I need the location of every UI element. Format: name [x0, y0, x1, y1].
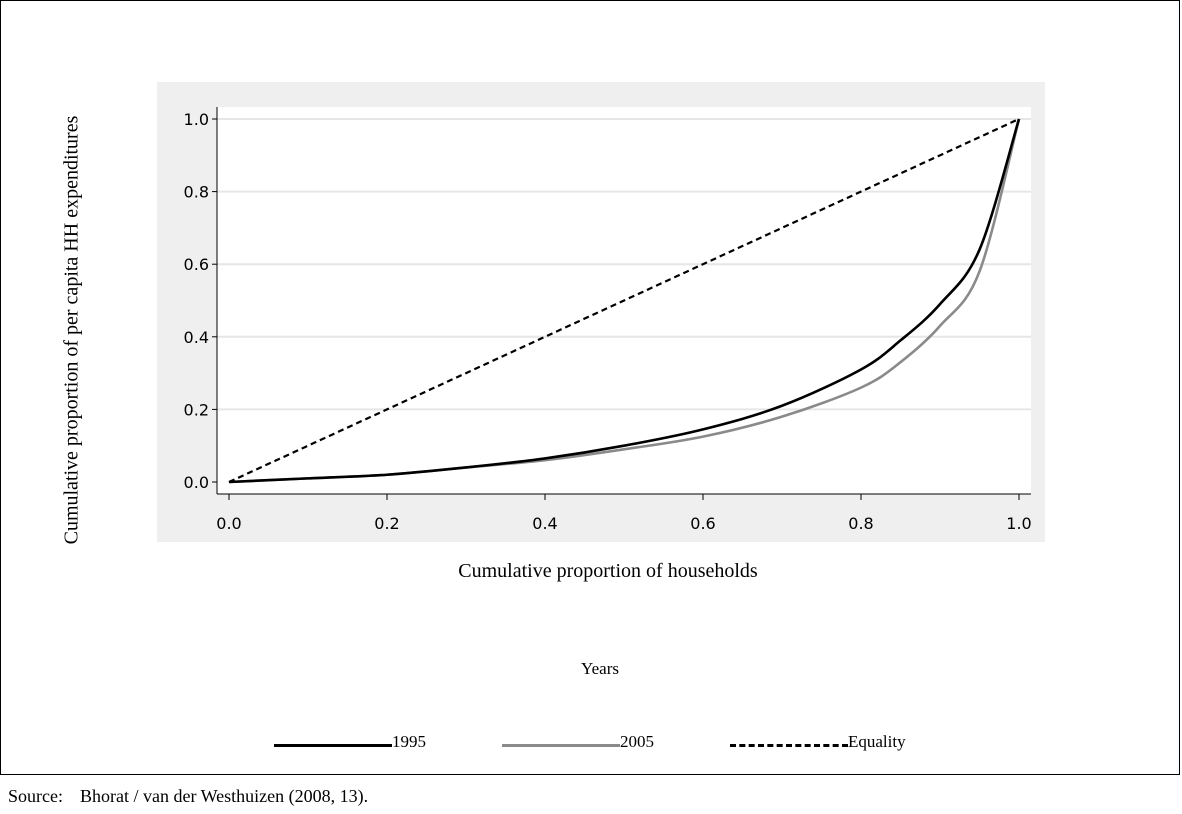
y-axis-label: Cumulative proportion of per capita HH e… — [60, 115, 83, 545]
x-tick-label: 0.2 — [374, 514, 399, 533]
source-note: Source: Bhorat / van der Westhuizen (2008… — [8, 786, 368, 807]
legend-item-equality: Equality — [730, 732, 906, 752]
y-tick-label: 0.6 — [184, 255, 209, 274]
x-tick-label: 0.6 — [690, 514, 715, 533]
source-text: Bhorat / van der Westhuizen (2008, 13). — [80, 786, 369, 806]
x-tick-label: 1.0 — [1006, 514, 1031, 533]
legend-swatch-equality — [730, 744, 848, 747]
legend-title: Years — [581, 659, 619, 678]
x-tick-label: 0.8 — [848, 514, 873, 533]
x-tick-label: 0.4 — [532, 514, 557, 533]
y-tick-label: 0.8 — [184, 183, 209, 202]
legend-swatch-1995 — [274, 744, 392, 747]
series-line-1995 — [228, 118, 1021, 484]
legend: 1995 2005 Equality — [0, 732, 1180, 756]
source-label: Source: — [8, 786, 63, 806]
legend-swatch-2005 — [502, 744, 620, 747]
x-axis-label: Cumulative proportion of households — [458, 560, 758, 582]
legend-label-2005: 2005 — [620, 732, 654, 751]
x-tick-label: 0.0 — [216, 514, 241, 533]
y-tick-label: 0.4 — [184, 328, 209, 347]
legend-label-equality: Equality — [848, 732, 906, 751]
y-tick-label: 0.0 — [184, 473, 209, 492]
legend-item-1995: 1995 — [274, 732, 426, 752]
series-line-equality — [228, 118, 1020, 483]
legend-label-1995: 1995 — [392, 732, 426, 751]
y-tick-label: 1.0 — [184, 110, 209, 129]
y-tick-label: 0.2 — [184, 400, 209, 419]
figure-frame — [0, 0, 1180, 775]
legend-item-2005: 2005 — [502, 732, 654, 752]
